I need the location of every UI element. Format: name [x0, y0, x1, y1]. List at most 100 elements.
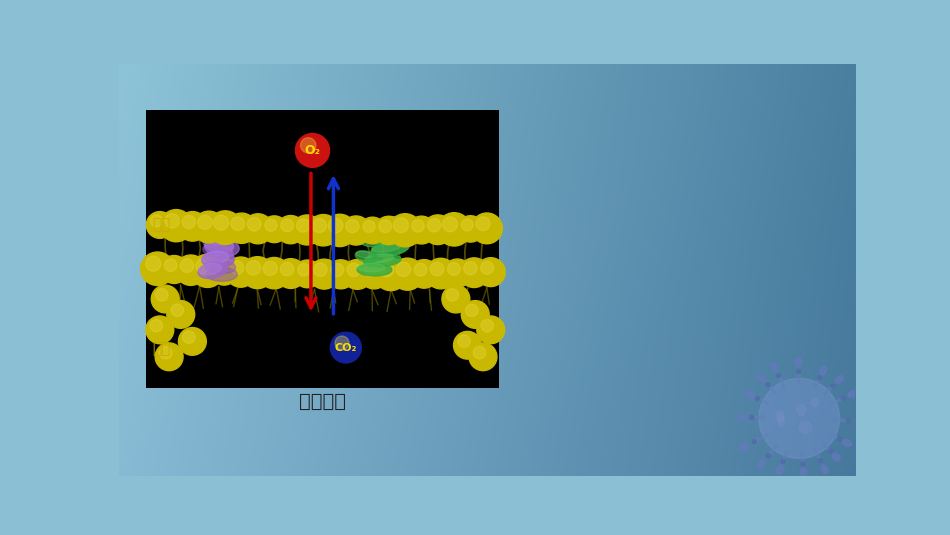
Ellipse shape [199, 263, 221, 274]
Circle shape [444, 259, 471, 287]
Ellipse shape [203, 252, 235, 266]
Circle shape [384, 225, 400, 241]
Circle shape [258, 257, 290, 289]
Circle shape [379, 262, 394, 277]
Circle shape [252, 267, 270, 285]
Circle shape [314, 263, 327, 277]
Circle shape [286, 225, 301, 240]
Ellipse shape [194, 216, 217, 230]
Circle shape [331, 332, 361, 363]
Ellipse shape [737, 414, 747, 420]
Text: 膜外: 膜外 [152, 217, 170, 232]
Circle shape [292, 215, 322, 245]
Ellipse shape [202, 244, 234, 258]
Circle shape [225, 257, 256, 287]
Circle shape [466, 224, 481, 239]
Circle shape [171, 304, 183, 317]
Ellipse shape [360, 236, 382, 247]
Ellipse shape [358, 263, 385, 272]
Circle shape [141, 252, 175, 286]
Circle shape [464, 262, 477, 275]
Circle shape [411, 219, 425, 232]
Circle shape [458, 335, 470, 347]
Circle shape [215, 261, 227, 273]
Ellipse shape [795, 357, 802, 367]
Circle shape [280, 262, 294, 276]
Circle shape [150, 319, 162, 332]
Circle shape [247, 218, 261, 231]
Circle shape [363, 220, 375, 233]
Circle shape [236, 267, 252, 284]
Ellipse shape [205, 239, 234, 253]
Ellipse shape [368, 217, 405, 235]
Circle shape [196, 258, 211, 273]
Circle shape [452, 268, 468, 284]
Circle shape [231, 217, 245, 231]
Circle shape [364, 264, 377, 277]
Ellipse shape [821, 465, 828, 473]
Circle shape [432, 225, 449, 241]
Circle shape [237, 223, 253, 240]
Ellipse shape [355, 251, 378, 262]
Circle shape [226, 213, 256, 243]
Circle shape [326, 260, 355, 289]
Circle shape [179, 327, 206, 355]
Circle shape [347, 263, 360, 277]
Circle shape [164, 259, 177, 272]
Circle shape [414, 263, 427, 276]
Circle shape [482, 223, 499, 240]
Ellipse shape [206, 213, 238, 227]
Ellipse shape [846, 418, 850, 423]
Ellipse shape [801, 468, 807, 477]
Circle shape [300, 137, 316, 153]
Ellipse shape [776, 465, 783, 474]
Ellipse shape [200, 227, 232, 244]
Circle shape [191, 254, 224, 287]
Circle shape [335, 336, 349, 350]
Circle shape [469, 268, 485, 284]
Circle shape [219, 267, 235, 282]
Ellipse shape [848, 391, 857, 398]
Ellipse shape [203, 229, 235, 243]
Circle shape [389, 213, 422, 247]
Circle shape [323, 214, 356, 247]
Circle shape [295, 134, 330, 167]
Ellipse shape [818, 376, 822, 380]
Circle shape [155, 220, 170, 235]
Circle shape [481, 319, 494, 332]
Circle shape [374, 216, 403, 244]
Ellipse shape [745, 391, 754, 398]
Ellipse shape [365, 254, 394, 263]
Ellipse shape [201, 250, 235, 268]
Circle shape [201, 265, 220, 284]
Circle shape [478, 352, 493, 367]
Ellipse shape [776, 374, 781, 378]
Bar [146, 110, 499, 387]
Text: CO₂: CO₂ [334, 342, 357, 353]
Circle shape [368, 226, 383, 241]
Circle shape [462, 301, 489, 328]
Circle shape [457, 216, 484, 242]
Circle shape [176, 255, 206, 285]
Ellipse shape [767, 454, 770, 457]
Ellipse shape [820, 366, 826, 374]
Circle shape [359, 260, 389, 289]
Ellipse shape [200, 228, 226, 241]
Circle shape [408, 216, 435, 244]
Ellipse shape [770, 363, 778, 371]
Circle shape [476, 258, 505, 287]
Circle shape [443, 217, 458, 232]
Circle shape [187, 337, 203, 352]
Ellipse shape [781, 460, 785, 463]
Ellipse shape [828, 449, 832, 453]
Circle shape [485, 325, 502, 340]
Circle shape [426, 258, 456, 289]
Ellipse shape [194, 216, 222, 233]
Ellipse shape [755, 396, 759, 400]
Ellipse shape [778, 416, 785, 426]
Circle shape [286, 269, 302, 285]
Circle shape [352, 269, 369, 286]
Ellipse shape [206, 268, 238, 281]
Circle shape [442, 285, 470, 313]
Ellipse shape [801, 462, 805, 466]
